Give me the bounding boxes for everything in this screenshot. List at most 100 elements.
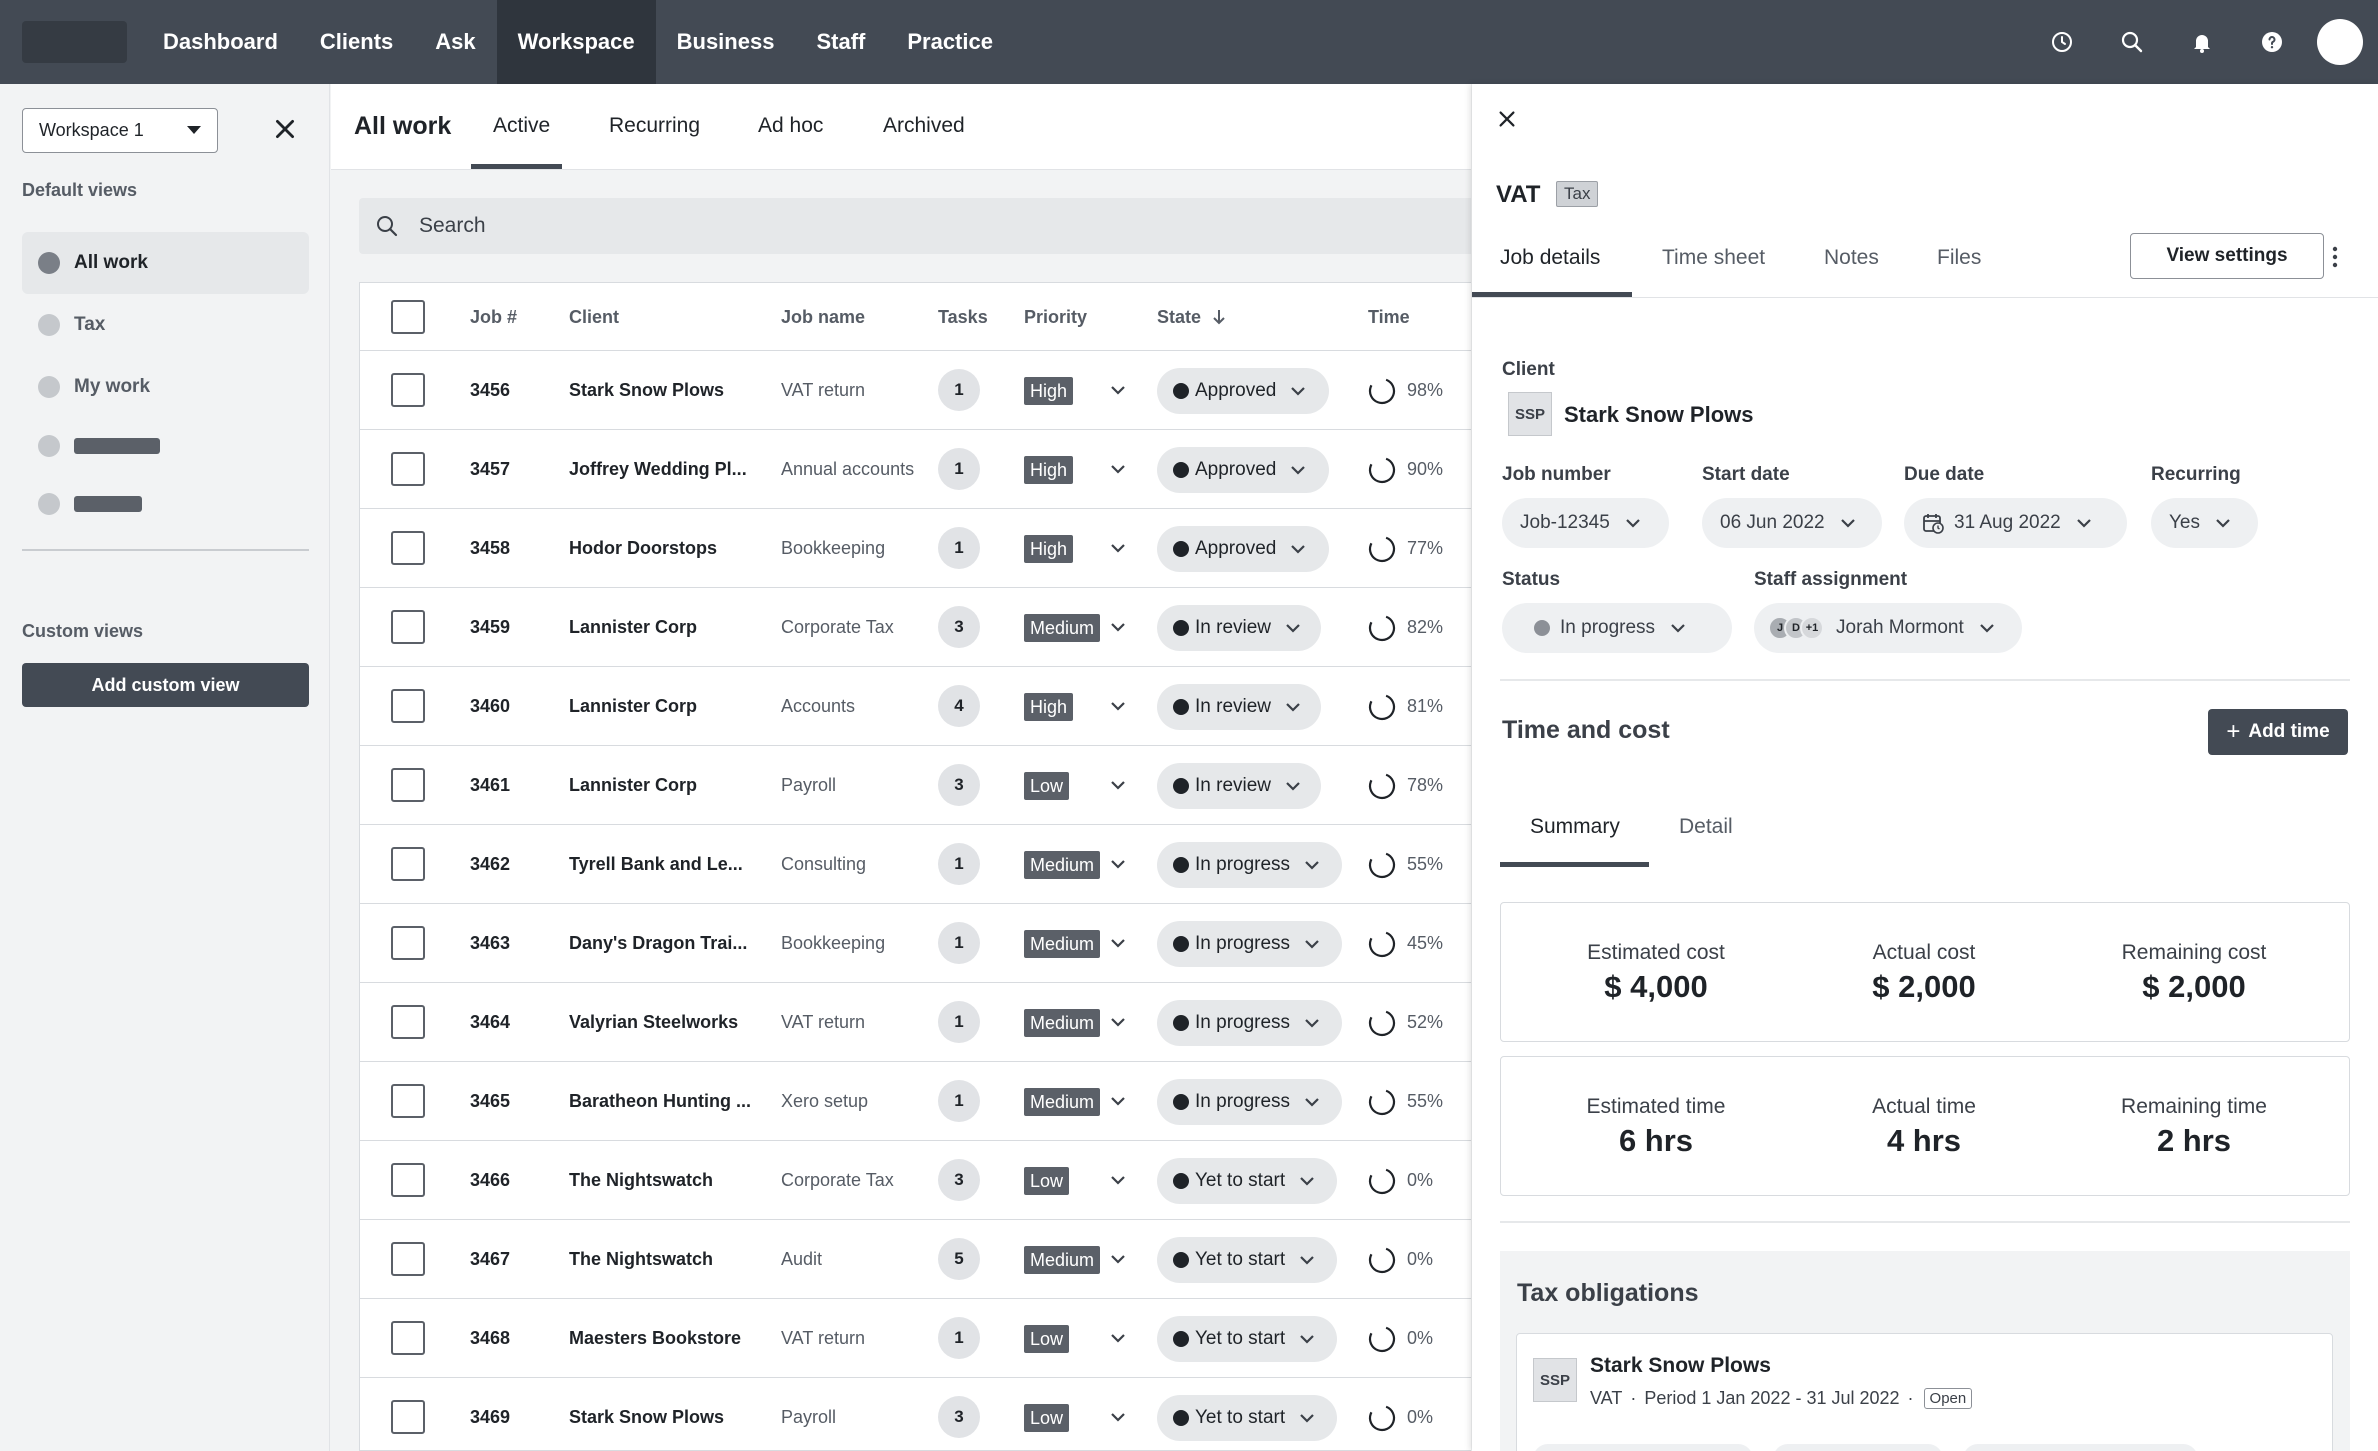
search-input[interactable] <box>419 208 1419 244</box>
tab-summary[interactable]: Summary <box>1530 815 1620 838</box>
row-checkbox[interactable] <box>391 1321 425 1355</box>
table-row[interactable]: 3459 Lannister Corp Corporate Tax 3 Medium In… <box>360 588 1471 667</box>
chevron-down-icon[interactable] <box>1110 858 1126 870</box>
nav-workspace[interactable]: Workspace <box>496 0 656 84</box>
client-cell[interactable]: Lannister Corp <box>569 617 698 637</box>
state-select[interactable]: In progress <box>1157 921 1342 967</box>
row-checkbox[interactable] <box>391 610 425 644</box>
state-select[interactable]: In review <box>1157 684 1321 730</box>
sidebar-item-all-work[interactable]: All work <box>22 232 309 294</box>
nav-practice[interactable]: Practice <box>907 29 993 54</box>
select-all-checkbox[interactable] <box>391 300 425 334</box>
client-cell[interactable]: Baratheon Hunting ... <box>569 1091 751 1111</box>
nav-ask[interactable]: Ask <box>435 29 476 54</box>
nav-dashboard[interactable]: Dashboard <box>163 29 278 54</box>
chevron-down-icon[interactable] <box>1110 779 1126 791</box>
client-cell[interactable]: Lannister Corp <box>569 696 698 716</box>
client-cell[interactable]: Lannister Corp <box>569 775 698 795</box>
state-select[interactable]: Approved <box>1157 368 1329 414</box>
nav-business[interactable]: Business <box>676 29 775 54</box>
table-row[interactable]: 3456 Stark Snow Plows VAT return 1 High Appro… <box>360 351 1471 430</box>
chevron-down-icon[interactable] <box>1110 463 1126 475</box>
state-select[interactable]: Approved <box>1157 447 1329 493</box>
bell-icon[interactable] <box>2167 0 2237 84</box>
state-select[interactable]: Yet to start <box>1157 1395 1337 1441</box>
chevron-down-icon[interactable] <box>1110 937 1126 949</box>
row-checkbox[interactable] <box>391 373 425 407</box>
client-cell[interactable]: Stark Snow Plows <box>569 380 725 400</box>
chevron-down-icon[interactable] <box>1110 384 1126 396</box>
chevron-down-icon[interactable] <box>1110 621 1126 633</box>
client-cell[interactable]: Stark Snow Plows <box>569 1407 725 1427</box>
tab-archived[interactable]: Archived <box>883 114 965 137</box>
chevron-down-icon[interactable] <box>1110 1253 1126 1265</box>
tab-active[interactable]: Active <box>493 114 551 137</box>
state-select[interactable]: Yet to start <box>1157 1237 1337 1283</box>
table-row[interactable]: 3461 Lannister Corp Payroll 3 Low In review 78… <box>360 746 1471 825</box>
row-checkbox[interactable] <box>391 926 425 960</box>
due-date-select[interactable]: 31 Aug 2022 <box>1904 498 2127 548</box>
user-avatar[interactable] <box>2317 19 2363 65</box>
close-icon[interactable] <box>272 116 298 142</box>
status-select[interactable]: In progress <box>1502 603 1732 653</box>
table-row[interactable]: 3467 The Nightswatch Audit 5 Medium Yet to st… <box>360 1220 1471 1299</box>
state-select[interactable]: Approved <box>1157 526 1329 572</box>
row-checkbox[interactable] <box>391 768 425 802</box>
tab-ad-hoc[interactable]: Ad hoc <box>758 114 824 137</box>
state-select[interactable]: Yet to start <box>1157 1158 1337 1204</box>
close-icon[interactable] <box>1496 108 1518 130</box>
column-header-job[interactable]: Job # <box>470 307 518 327</box>
row-checkbox[interactable] <box>391 531 425 565</box>
view-settings-button[interactable]: View settings <box>2130 233 2324 279</box>
tab-time-sheet[interactable]: Time sheet <box>1662 246 1766 269</box>
chevron-down-icon[interactable] <box>1110 1174 1126 1186</box>
table-row[interactable]: 3465 Baratheon Hunting ... Xero setup 1 Medi… <box>360 1062 1471 1141</box>
tab-job-details[interactable]: Job details <box>1500 246 1601 269</box>
sidebar-item-placeholder[interactable] <box>22 415 309 477</box>
column-header-job-name[interactable]: Job name <box>781 307 866 327</box>
row-checkbox[interactable] <box>391 1163 425 1197</box>
nav-staff[interactable]: Staff <box>816 29 866 54</box>
column-header-time[interactable]: Time <box>1368 307 1410 327</box>
client-cell[interactable]: Maesters Bookstore <box>569 1328 742 1348</box>
client-cell[interactable]: The Nightswatch <box>569 1249 714 1269</box>
column-header-state[interactable]: State <box>1157 307 1226 328</box>
column-header-tasks[interactable]: Tasks <box>938 307 988 327</box>
staff-assignment-select[interactable]: J D +1 Jorah Mormont <box>1754 603 2022 653</box>
tab-detail[interactable]: Detail <box>1679 815 1733 838</box>
sidebar-item-tax[interactable]: Tax <box>22 294 309 356</box>
tax-obligation-card[interactable]: SSP Stark Snow Plows VAT · Period 1 Jan … <box>1516 1333 2333 1451</box>
state-select[interactable]: In progress <box>1157 1000 1342 1046</box>
chevron-down-icon[interactable] <box>1110 1095 1126 1107</box>
table-row[interactable]: 3464 Valyrian Steelworks VAT return 1 Medium… <box>360 983 1471 1062</box>
nav-clients[interactable]: Clients <box>319 29 394 54</box>
row-checkbox[interactable] <box>391 452 425 486</box>
column-header-client[interactable]: Client <box>569 307 620 327</box>
table-row[interactable]: 3460 Lannister Corp Accounts 4 High In review… <box>360 667 1471 746</box>
client-cell[interactable]: Dany's Dragon Trai... <box>569 933 748 953</box>
help-icon[interactable] <box>2237 0 2307 84</box>
table-row[interactable]: 3466 The Nightswatch Corporate Tax 3 Low Yet … <box>360 1141 1471 1220</box>
state-select[interactable]: Yet to start <box>1157 1316 1337 1362</box>
tab-files[interactable]: Files <box>1937 246 1982 269</box>
app-logo[interactable] <box>22 21 127 63</box>
table-row[interactable]: 3463 Dany's Dragon Trai... Bookkeeping 1 Med… <box>360 904 1471 983</box>
table-row[interactable]: 3468 Maesters Bookstore VAT return 1 Low Yet … <box>360 1299 1471 1378</box>
row-checkbox[interactable] <box>391 689 425 723</box>
row-checkbox[interactable] <box>391 1400 425 1434</box>
add-time-button[interactable]: + Add time <box>2208 709 2348 755</box>
row-checkbox[interactable] <box>391 1242 425 1276</box>
table-row[interactable]: 3462 Tyrell Bank and Le... Consulting 1 Medi… <box>360 825 1471 904</box>
table-row[interactable]: 3458 Hodor Doorstops Bookkeeping 1 High Appro… <box>360 509 1471 588</box>
row-checkbox[interactable] <box>391 1084 425 1118</box>
client-cell[interactable]: Tyrell Bank and Le... <box>569 854 743 874</box>
table-row[interactable]: 3457 Joffrey Wedding Pl... Annual accounts… <box>360 430 1471 509</box>
client-cell[interactable]: Joffrey Wedding Pl... <box>569 459 747 479</box>
add-custom-view-button[interactable]: Add custom view <box>22 663 309 707</box>
search-icon[interactable] <box>2097 0 2167 84</box>
start-date-select[interactable]: 06 Jun 2022 <box>1702 498 1882 548</box>
row-checkbox[interactable] <box>391 847 425 881</box>
tab-recurring[interactable]: Recurring <box>609 114 701 137</box>
table-row[interactable]: 3469 Stark Snow Plows Payroll 3 Low Yet to st… <box>360 1378 1471 1450</box>
chevron-down-icon[interactable] <box>1110 1411 1126 1423</box>
